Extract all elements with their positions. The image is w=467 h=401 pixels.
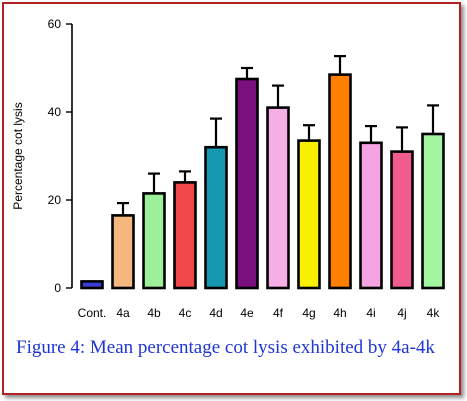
x-tick-label: 4j <box>397 306 406 320</box>
x-tick-label: Cont. <box>78 306 107 320</box>
x-tick-label: 4h <box>333 306 346 320</box>
y-tick-label: 60 <box>48 17 62 31</box>
bar-4d <box>204 145 228 290</box>
bar-4c <box>173 181 197 290</box>
x-tick-label: 4e <box>240 306 254 320</box>
y-axis-label: Percentage cot lysis <box>11 102 25 209</box>
bar-4j <box>390 150 414 290</box>
figure-caption: Figure 4: Mean percentage cot lysis exhi… <box>16 337 435 358</box>
x-tick-label: 4f <box>273 306 284 320</box>
bar-4b <box>142 192 166 290</box>
bar-Cont. <box>80 280 104 290</box>
x-tick-label: 4g <box>302 306 315 320</box>
x-tick-label: 4d <box>209 306 222 320</box>
x-tick-label: 4a <box>116 306 130 320</box>
y-tick-label: 0 <box>54 281 61 295</box>
bar-4e <box>235 77 259 290</box>
y-tick-label: 20 <box>48 193 62 207</box>
x-tick-label: 4b <box>147 306 161 320</box>
bar-4h <box>328 73 352 290</box>
bar-4g <box>297 139 321 290</box>
bar-4f <box>266 106 290 290</box>
x-tick-label: 4k <box>427 306 441 320</box>
bar-4a <box>111 214 135 290</box>
figure-frame <box>2 2 461 395</box>
x-tick-label: 4c <box>179 306 192 320</box>
x-tick-label: 4i <box>366 306 375 320</box>
bar-4k <box>421 132 445 290</box>
bar-4i <box>359 141 383 290</box>
y-tick-label: 40 <box>48 105 62 119</box>
